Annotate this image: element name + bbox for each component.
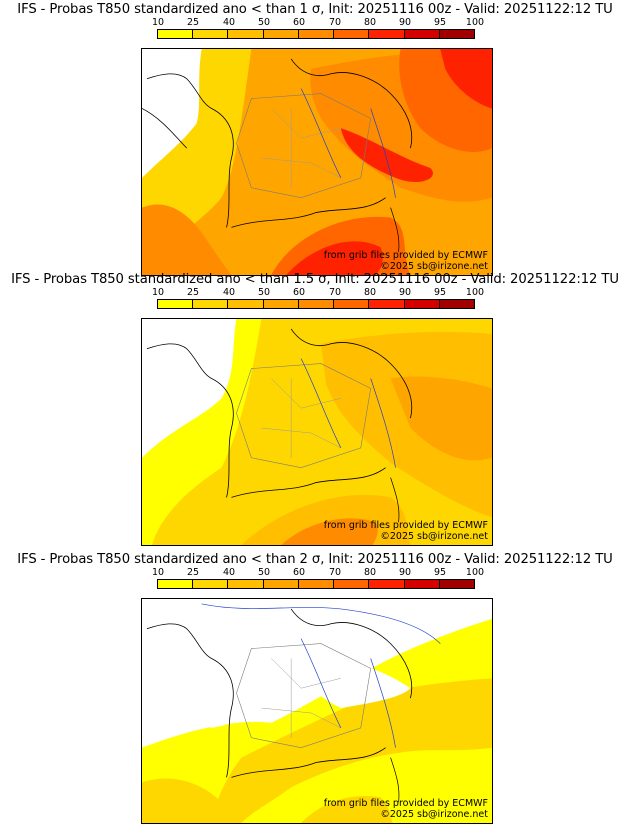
colorbar-tick: 70: [328, 17, 342, 28]
colorbar-segment: [404, 30, 440, 38]
colorbar-tick: 80: [363, 17, 377, 28]
colorbar-segment: [369, 580, 405, 588]
colorbar-segment: [404, 580, 440, 588]
colorbar: [157, 29, 475, 39]
colorbar-tick: 10: [151, 17, 165, 28]
colorbar-tick: 80: [363, 567, 377, 578]
colorbar-segment: [369, 30, 405, 38]
colorbar-segment: [263, 300, 299, 308]
colorbar-tick: 60: [292, 287, 306, 298]
colorbar-segment: [334, 30, 370, 38]
colorbar-tick: 40: [222, 567, 236, 578]
colorbar-tick: 70: [328, 567, 342, 578]
map-panel-3: IFS - Probas T850 standardized ano < tha…: [0, 550, 630, 826]
colorbar-tick: 90: [398, 17, 412, 28]
colorbar-segment: [439, 300, 474, 308]
colorbar: [157, 579, 475, 589]
map-panel-1: IFS - Probas T850 standardized ano < tha…: [0, 0, 630, 276]
colorbar-segment: [298, 580, 335, 588]
map-france-prob-1-5sigma: from grib files provided by ECMWF ©2025 …: [141, 318, 493, 546]
colorbar-tick: 90: [398, 287, 412, 298]
colorbar-tick: 25: [186, 287, 200, 298]
colorbar: [157, 299, 475, 309]
colorbar-segment: [263, 30, 299, 38]
panel-title: IFS - Probas T850 standardized ano < tha…: [17, 2, 613, 17]
colorbar-segment: [369, 300, 405, 308]
probability-map: [142, 599, 492, 823]
colorbar-labels: 10 25 40 50 60 70 80 90 95 100: [150, 17, 490, 29]
colorbar-tick: 10: [151, 567, 165, 578]
colorbar-tick: 50: [257, 567, 271, 578]
colorbar-segment: [193, 30, 229, 38]
colorbar-segment: [404, 300, 440, 308]
map-panel-2: IFS - Probas T850 standardized ano < tha…: [0, 270, 630, 546]
map-france-prob-2sigma: from grib files provided by ECMWF ©2025 …: [141, 598, 493, 824]
colorbar-segment: [193, 300, 229, 308]
colorbar-segment: [158, 30, 194, 38]
colorbar-segment: [263, 580, 299, 588]
credit-source: from grib files provided by ECMWF: [323, 250, 488, 261]
colorbar-tick: 100: [465, 17, 485, 28]
credit-copyright: ©2025 sb@irizone.net: [380, 809, 488, 820]
colorbar-tick: 90: [398, 567, 412, 578]
colorbar-segment: [298, 300, 335, 308]
credit-source: from grib files provided by ECMWF: [323, 520, 488, 531]
probability-map: [142, 319, 492, 545]
credit-copyright: ©2025 sb@irizone.net: [380, 261, 488, 272]
colorbar-segment: [158, 580, 194, 588]
colorbar-tick: 95: [433, 287, 447, 298]
colorbar-labels: 10 25 40 50 60 70 80 90 95 100: [150, 567, 490, 579]
colorbar-tick: 95: [433, 567, 447, 578]
colorbar-tick: 40: [222, 17, 236, 28]
probability-map: [142, 49, 492, 275]
colorbar-tick: 100: [465, 287, 485, 298]
colorbar-segment: [193, 580, 229, 588]
colorbar-tick: 100: [465, 567, 485, 578]
colorbar-segment: [334, 580, 370, 588]
colorbar-segment: [298, 30, 335, 38]
colorbar-tick: 80: [363, 287, 377, 298]
colorbar-tick: 25: [186, 567, 200, 578]
credit-source: from grib files provided by ECMWF: [323, 798, 488, 809]
colorbar-tick: 50: [257, 287, 271, 298]
colorbar-segment: [334, 300, 370, 308]
colorbar-segment: [158, 300, 194, 308]
colorbar-segment: [439, 580, 474, 588]
colorbar-tick: 25: [186, 17, 200, 28]
colorbar-tick: 95: [433, 17, 447, 28]
colorbar-segment: [228, 580, 264, 588]
colorbar-segment: [439, 30, 474, 38]
colorbar-labels: 10 25 40 50 60 70 80 90 95 100: [150, 287, 490, 299]
colorbar-tick: 10: [151, 287, 165, 298]
colorbar-tick: 60: [292, 567, 306, 578]
panel-title: IFS - Probas T850 standardized ano < tha…: [11, 272, 619, 287]
colorbar-segment: [228, 30, 264, 38]
colorbar-tick: 70: [328, 287, 342, 298]
panel-title: IFS - Probas T850 standardized ano < tha…: [17, 552, 613, 567]
map-france-prob-1sigma: from grib files provided by ECMWF ©2025 …: [141, 48, 493, 276]
colorbar-tick: 50: [257, 17, 271, 28]
credit-copyright: ©2025 sb@irizone.net: [380, 531, 488, 542]
colorbar-tick: 40: [222, 287, 236, 298]
colorbar-tick: 60: [292, 17, 306, 28]
colorbar-segment: [228, 300, 264, 308]
